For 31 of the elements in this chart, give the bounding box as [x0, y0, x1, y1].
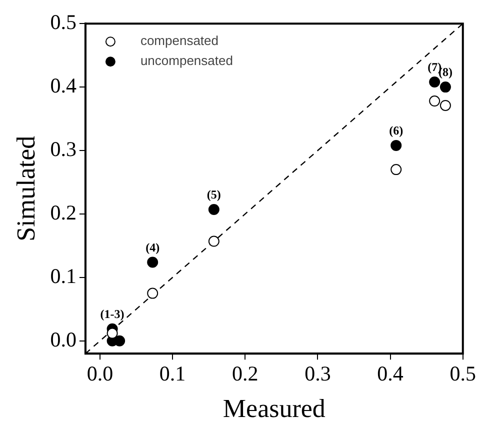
x-tick-label: 0.4	[377, 362, 404, 386]
x-tick-label: 0.5	[450, 362, 476, 386]
x-tick-label: 0.3	[304, 362, 331, 386]
x-axis-title: Measured	[222, 394, 326, 424]
point	[429, 96, 440, 107]
y-tick-label: 0.2	[50, 200, 76, 224]
point	[440, 82, 451, 93]
x-tick-label: 0.1	[159, 362, 186, 386]
point	[208, 236, 220, 247]
y-tick-label: 0.1	[50, 264, 76, 288]
point	[147, 288, 158, 299]
annotation: (1-3)	[100, 306, 124, 321]
y-axis-title: Simulated	[11, 136, 40, 242]
y-tick-label: 0.0	[50, 327, 76, 352]
point	[390, 164, 402, 176]
point	[440, 100, 451, 111]
x-tick-label: 0.0	[86, 362, 114, 386]
point	[208, 204, 220, 216]
point	[106, 328, 118, 339]
point	[390, 140, 402, 151]
point	[429, 76, 440, 88]
annotation: (6)	[389, 124, 404, 138]
x-tick-label: 0.2	[232, 362, 258, 386]
legend-label: compensated	[140, 33, 219, 48]
annotation: (5)	[206, 188, 221, 202]
annotation: (4)	[146, 240, 160, 254]
point	[147, 256, 158, 268]
y-tick-label: 0.5	[50, 10, 76, 34]
y-tick-label: 0.4	[50, 74, 77, 98]
y-tick-label: 0.3	[50, 137, 76, 162]
legend-label: uncompensated	[140, 53, 233, 68]
